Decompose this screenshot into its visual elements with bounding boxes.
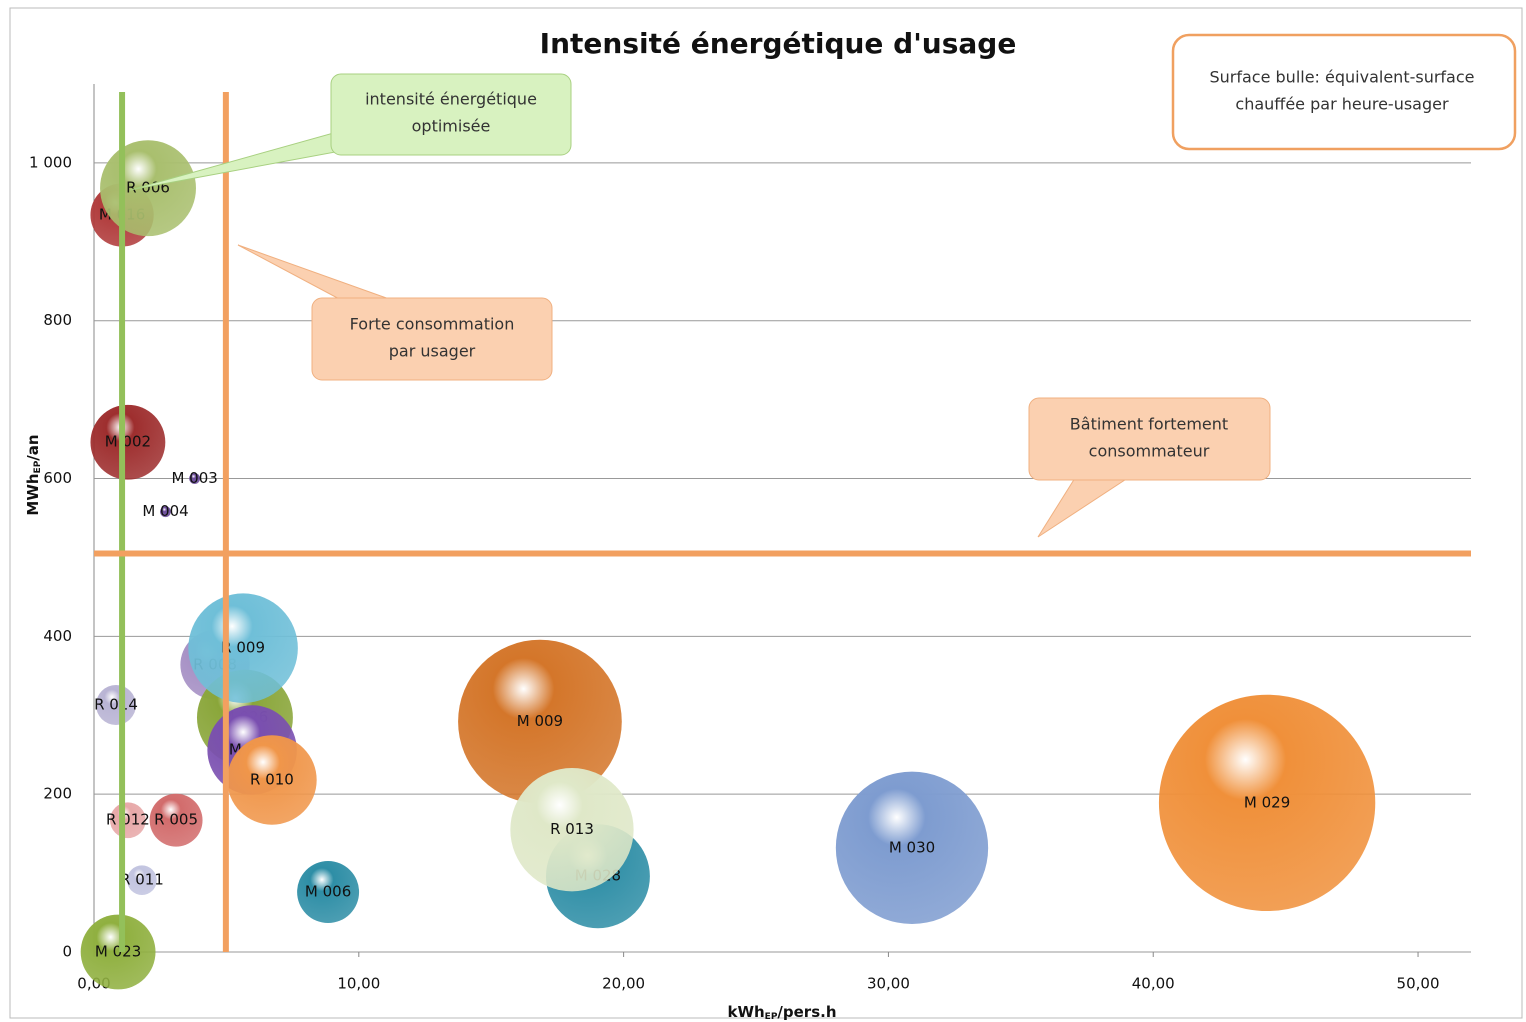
- bubble: [188, 593, 298, 703]
- bubble: [227, 735, 317, 825]
- note-box: [1171, 33, 1517, 151]
- bubble: [510, 768, 634, 892]
- bubble-label: M 023: [95, 943, 141, 961]
- bubble: [458, 639, 622, 804]
- y-tick-label: 1 000: [29, 153, 72, 171]
- bubble: [95, 685, 136, 726]
- bubble-label: M 029: [1244, 793, 1290, 811]
- annotation-line: Bâtiment fortement: [1070, 415, 1228, 434]
- bubble: [110, 802, 146, 839]
- bubble-label: R 011: [120, 871, 164, 889]
- x-tick-label: 50,00: [1397, 975, 1440, 993]
- bubble: [127, 865, 157, 896]
- bubble-label: R 009: [221, 639, 265, 657]
- bubble: [297, 861, 360, 924]
- bubble-label: M 030: [889, 838, 935, 856]
- bubble-label: M 009: [517, 712, 563, 730]
- callout-box: [330, 73, 572, 156]
- callout-box: [311, 297, 553, 381]
- callout-box: [1028, 397, 1271, 481]
- y-tick-label: 600: [43, 469, 72, 487]
- bubble-label: M 004: [142, 502, 188, 520]
- x-tick-label: 40,00: [1132, 975, 1175, 993]
- bubble: [189, 473, 201, 485]
- bubble: [835, 771, 989, 924]
- bubble-label: M 002: [105, 433, 151, 451]
- bubble-label: R 013: [550, 820, 594, 838]
- note-line: Surface bulle: équivalent-surface: [1209, 68, 1474, 87]
- y-tick-label: 400: [43, 627, 72, 645]
- x-axis-title: kWhEP/pers.h: [727, 1003, 836, 1022]
- x-tick-label: 10,00: [337, 975, 380, 993]
- bubble-label: R 005: [154, 811, 198, 829]
- bubble: [80, 914, 156, 990]
- x-tick-label: 30,00: [867, 975, 910, 993]
- chart-title: Intensité énergétique d'usage: [540, 27, 1017, 60]
- annotation-line: par usager: [389, 342, 476, 361]
- bubble-label: R 010: [250, 770, 294, 788]
- annotation-line: consommateur: [1089, 442, 1210, 461]
- annotation-line: optimisée: [412, 117, 491, 136]
- bubble: [160, 506, 171, 518]
- callouts: [129, 73, 1271, 538]
- bubble-label: R 014: [94, 696, 138, 714]
- y-tick-label: 200: [43, 785, 72, 803]
- note-line: chauffée par heure-usager: [1235, 95, 1449, 114]
- bubble-label: R 012: [106, 811, 150, 829]
- bubble-label: M 006: [305, 883, 351, 901]
- bubble-label: M 003: [171, 469, 217, 487]
- x-tick-label: 20,00: [602, 975, 645, 993]
- annotation-line: intensité énergétique: [365, 90, 537, 109]
- annotation-line: Forte consommation: [350, 315, 515, 334]
- y-tick-label: 0: [62, 943, 72, 961]
- bubble: [1158, 694, 1376, 912]
- y-tick-label: 800: [43, 311, 72, 329]
- y-axis-title: MWhEP/an: [24, 434, 43, 515]
- bubble: [149, 793, 203, 847]
- bubble: [90, 404, 166, 480]
